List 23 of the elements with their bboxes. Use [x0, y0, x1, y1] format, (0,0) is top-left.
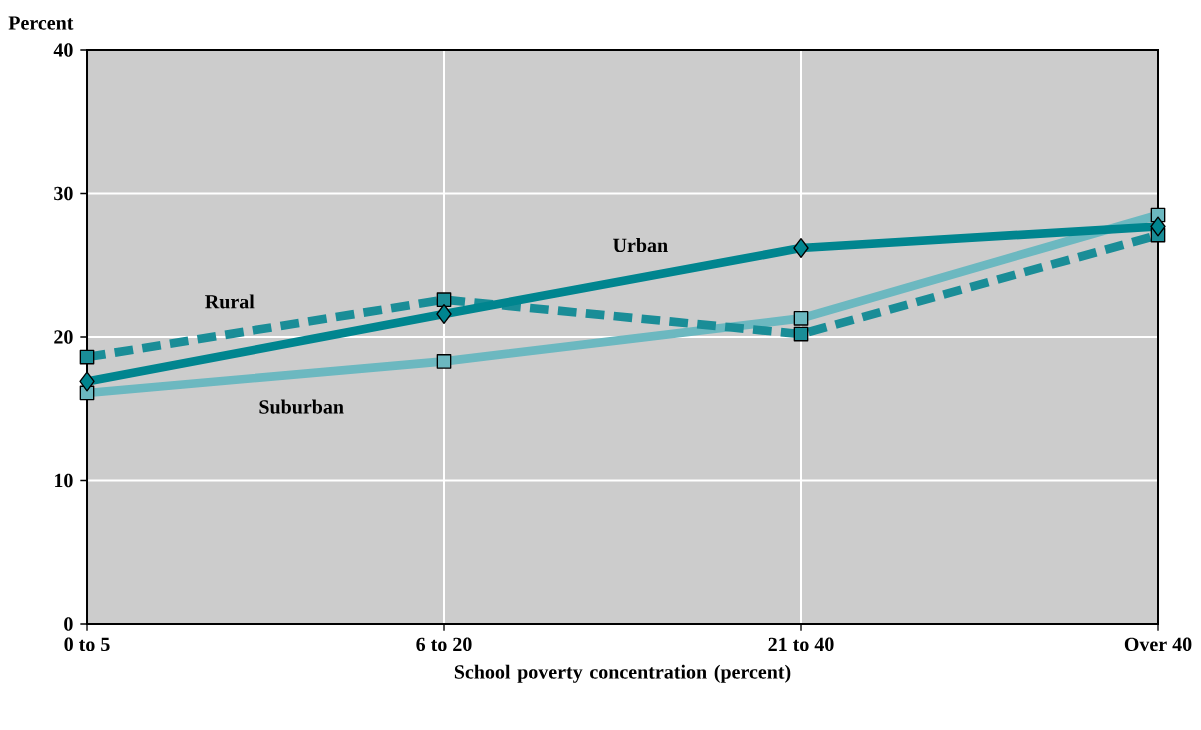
y-tick-label: 40	[53, 43, 73, 57]
x-axis-title: School poverty concentration (percent)	[454, 664, 791, 683]
x-tick-label: 21 to 40	[768, 637, 834, 652]
x-tick-label: 0 to 5	[64, 637, 110, 652]
point	[793, 311, 809, 326]
point	[436, 292, 452, 308]
y-tick-label: 30	[54, 186, 73, 201]
point	[436, 354, 452, 369]
y-axis-title: Percent	[8, 16, 74, 30]
y-tick-label: 0	[64, 617, 73, 631]
point	[1150, 216, 1166, 237]
series-label: Rural	[205, 294, 255, 309]
point	[793, 238, 809, 259]
point	[79, 349, 95, 365]
x-tick-label: Over 40	[1124, 637, 1192, 652]
point	[436, 304, 452, 325]
series-label: Suburban	[259, 399, 344, 414]
y-tick-label: 20	[54, 330, 73, 344]
y-tick-label: 10	[55, 473, 73, 488]
x-tick-label: 6 to 20	[416, 637, 472, 652]
point	[793, 326, 809, 342]
series-label: Urban	[613, 238, 668, 253]
point	[79, 371, 95, 392]
